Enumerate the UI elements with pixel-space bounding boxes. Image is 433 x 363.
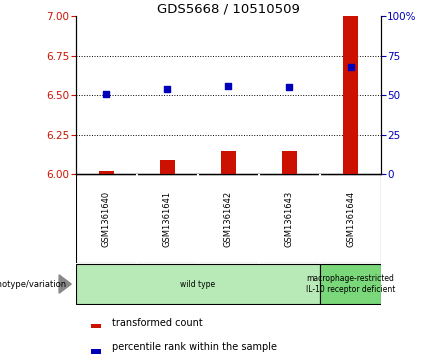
- Bar: [91, 324, 101, 328]
- Point: [225, 83, 232, 89]
- Text: GSM1361641: GSM1361641: [163, 191, 172, 247]
- Polygon shape: [59, 275, 71, 293]
- Text: GSM1361642: GSM1361642: [224, 191, 233, 247]
- Point: [103, 91, 110, 97]
- Bar: [76, 264, 320, 304]
- Text: macrophage-restricted
IL-10 receptor deficient: macrophage-restricted IL-10 receptor def…: [306, 274, 395, 294]
- Point: [164, 86, 171, 92]
- Bar: [343, 16, 358, 174]
- Text: wild type: wild type: [180, 280, 216, 289]
- Bar: [91, 350, 101, 354]
- Text: percentile rank within the sample: percentile rank within the sample: [113, 342, 278, 352]
- Point: [347, 64, 354, 70]
- Bar: [221, 151, 236, 174]
- Text: GSM1361640: GSM1361640: [102, 191, 111, 247]
- Point: [286, 85, 293, 90]
- Text: GSM1361643: GSM1361643: [285, 191, 294, 247]
- Title: GDS5668 / 10510509: GDS5668 / 10510509: [157, 2, 300, 15]
- Bar: [320, 264, 381, 304]
- Text: GSM1361644: GSM1361644: [346, 191, 355, 247]
- Text: genotype/variation: genotype/variation: [0, 280, 67, 289]
- Bar: [99, 171, 114, 174]
- Bar: [282, 151, 297, 174]
- Bar: [160, 160, 175, 174]
- Text: transformed count: transformed count: [113, 318, 203, 328]
